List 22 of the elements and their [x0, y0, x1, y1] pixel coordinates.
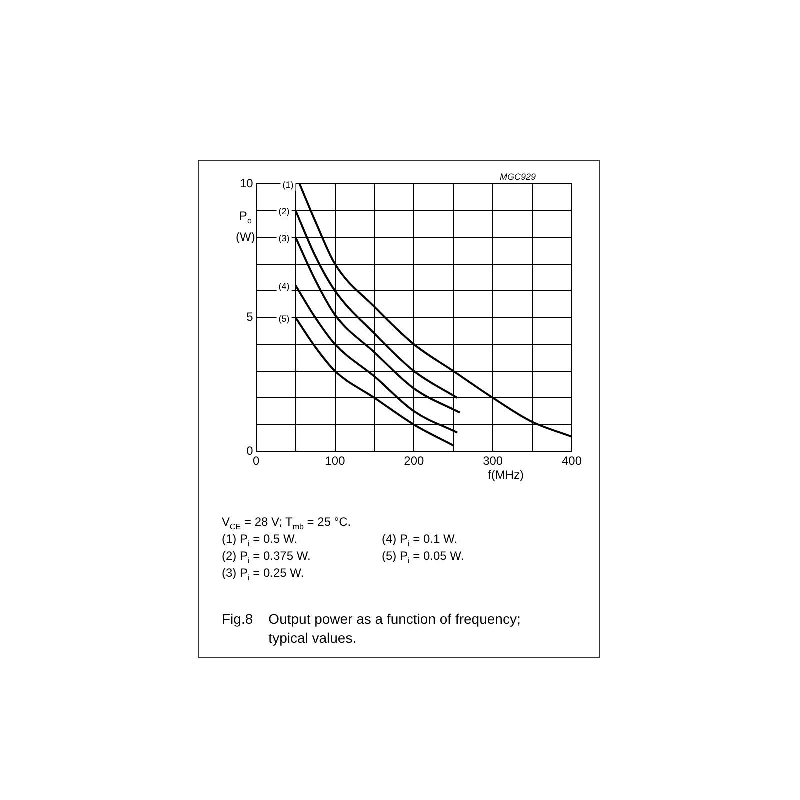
- y-tick-label: 5: [246, 310, 254, 324]
- text: (5) P$_{i}$ = 0.05 W.: [382, 549, 466, 566]
- text: V$_{CE}$ = 28 V; T$_{mb}$ = 25 °C.: [222, 515, 352, 532]
- series-label: (1): [282, 180, 294, 190]
- text: MGC929: [500, 172, 536, 182]
- y-tick-label: 10: [240, 176, 254, 190]
- text: (4) P$_{i}$ = 0.1 W.: [382, 532, 458, 549]
- text: (3) P$_{i}$ = 0.25 W.: [222, 566, 306, 583]
- text: (2) P$_{i}$ = 0.375 W.: [222, 549, 312, 566]
- y-tick-label: 0: [246, 444, 254, 458]
- x-axis-title: f(MHz): [488, 468, 524, 482]
- x-tick-label: 400: [562, 454, 582, 468]
- x-tick-label: 300: [483, 454, 504, 468]
- series-label: (3): [278, 234, 290, 244]
- y-axis-title: P$_{o}$ (W): [236, 208, 256, 246]
- text: (1) P$_{i}$ = 0.5 W.: [222, 532, 298, 549]
- x-tick-label: 100: [325, 454, 346, 468]
- series-label: (4): [278, 282, 290, 292]
- text: Fig.8 Output power as a function of frequency; typical values.: [222, 610, 521, 648]
- x-tick-label: 200: [404, 454, 424, 468]
- series-label: (2): [278, 206, 290, 217]
- series-label: (5): [278, 314, 290, 324]
